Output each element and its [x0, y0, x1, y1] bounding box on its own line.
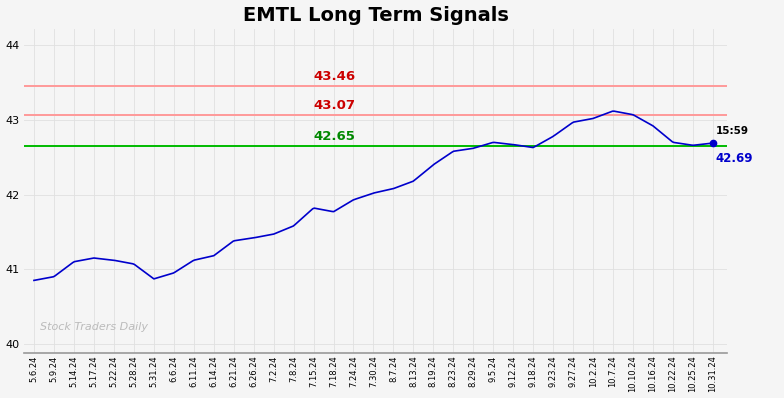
Text: 43.07: 43.07 — [314, 99, 355, 112]
Text: 15:59: 15:59 — [716, 126, 749, 136]
Text: Stock Traders Daily: Stock Traders Daily — [40, 322, 148, 332]
Text: 43.46: 43.46 — [314, 70, 356, 83]
Text: 42.65: 42.65 — [314, 130, 355, 143]
Text: 42.69: 42.69 — [716, 152, 753, 165]
Title: EMTL Long Term Signals: EMTL Long Term Signals — [242, 6, 508, 25]
